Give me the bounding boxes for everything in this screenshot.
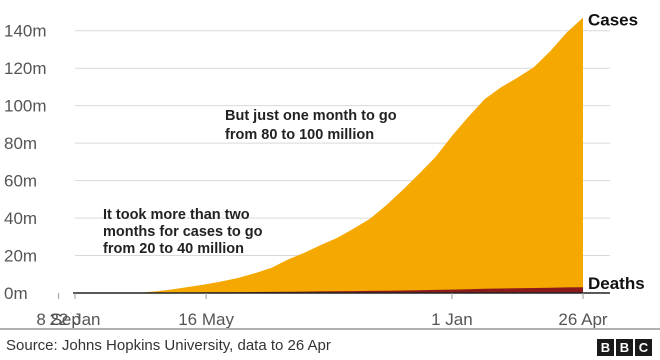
x-tick-label: 26 Apr	[558, 310, 607, 329]
logo-letter: C	[635, 339, 652, 356]
annotation-one-month: But just one month to go from 80 to 100 m…	[225, 108, 397, 143]
area-layer	[75, 17, 583, 293]
annotation-line: months for cases to go	[103, 224, 263, 240]
y-tick-label: 80m	[4, 134, 37, 153]
source-note: Source: Johns Hopkins University, data t…	[6, 337, 331, 354]
annotation-two-months: It took more than two months for cases to…	[103, 207, 263, 257]
y-tick-label: 20m	[4, 247, 37, 266]
x-tick-label: 1 Jan	[431, 310, 473, 329]
x-tick-label: 16 May	[178, 310, 234, 329]
y-tick-label: 60m	[4, 172, 37, 191]
series-area-cases	[75, 17, 583, 293]
y-tick-label: 140m	[4, 22, 47, 41]
annotation-line: It took more than two	[103, 207, 250, 223]
bbc-logo: B B C	[597, 339, 652, 356]
grid-layer	[75, 30, 610, 257]
series-area-deaths	[75, 287, 583, 293]
y-tick-label: 120m	[4, 59, 47, 78]
y-tick-label: 40m	[4, 209, 37, 228]
annotation-line: from 80 to 100 million	[225, 127, 374, 143]
series-label-cases: Cases	[588, 11, 638, 30]
annotation-layer: Cases Deaths But just one month to go from …	[103, 11, 645, 293]
logo-letter: B	[597, 339, 614, 356]
logo-letter: B	[616, 339, 633, 356]
y-tick-label: 0m	[4, 284, 28, 303]
series-label-deaths: Deaths	[588, 274, 645, 293]
annotation-line: from 20 to 40 million	[103, 241, 244, 257]
annotation-line: But just one month to go	[225, 108, 397, 124]
x-tick-label: 8 Sep	[36, 310, 80, 329]
y-tick-label: 100m	[4, 97, 47, 116]
axis-layer: 0m 20m 40m 60m 80m 100m 120m 140m 22 Jan 16 May 8 …	[4, 22, 610, 329]
x-tick-label: 22 Jan	[49, 310, 100, 329]
footer-divider	[0, 328, 660, 330]
chart-svg: 0m 20m 40m 60m 80m 100m 120m 140m 22 Jan 16 May 8 …	[4, 11, 645, 329]
